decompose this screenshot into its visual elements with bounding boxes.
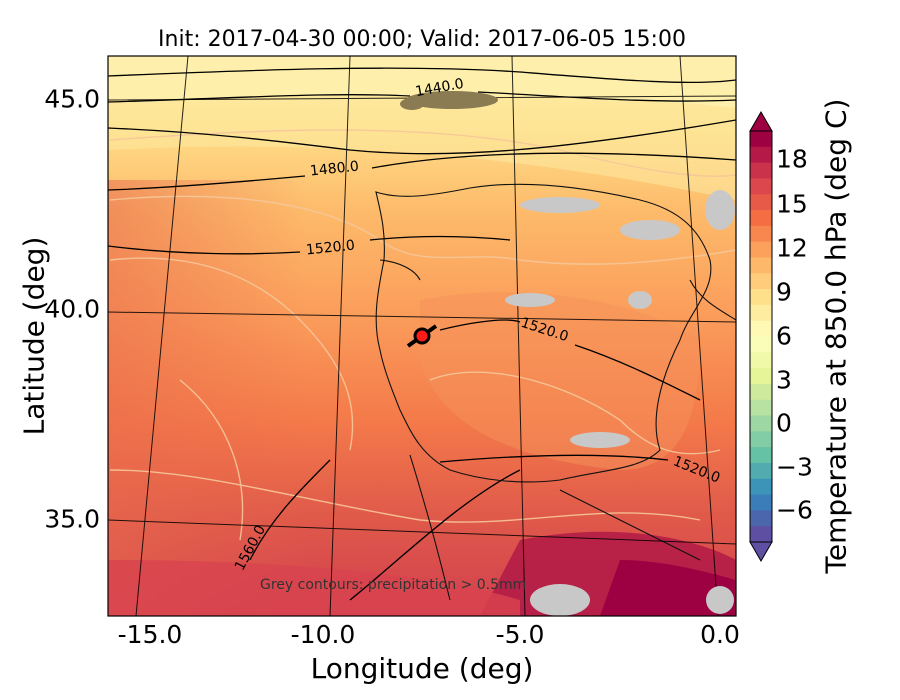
colorbar-cell — [750, 478, 772, 496]
colorbar-cell — [750, 273, 772, 290]
colorbar-cell — [750, 304, 772, 322]
colorbar-max-extension — [749, 111, 773, 132]
geopotential-contours — [108, 67, 736, 601]
map-frame — [107, 55, 737, 617]
colorbar-cell — [750, 194, 772, 211]
colorbar-cell — [750, 241, 772, 258]
map-title: Init: 2017-04-30 00:00; Valid: 2017-06-0… — [158, 27, 686, 52]
temperature-contours — [109, 129, 736, 541]
y-tick-label: 40.0 — [44, 294, 100, 324]
colorbar-cell — [750, 225, 772, 243]
colorbar-tick-label: 12 — [776, 233, 808, 263]
colorbar-tick-label: 15 — [776, 189, 808, 219]
colorbar-cell — [750, 336, 772, 353]
colorbar-cell — [750, 383, 772, 401]
x-tick-label: -15.0 — [117, 620, 183, 649]
colorbar-label: Temperature at 850.0 hPa (deg C) — [819, 98, 853, 574]
x-tick-label: 0.0 — [700, 620, 740, 649]
colorbar-tick-label: 0 — [776, 408, 792, 438]
coastline — [375, 183, 736, 601]
colorbar-cell — [750, 368, 772, 385]
x-tick-label: -5.0 — [495, 620, 545, 649]
colorbar-cell — [750, 352, 772, 369]
colorbar-cell — [750, 415, 772, 432]
x-tick-label: -10.0 — [290, 620, 356, 649]
colorbar-cell — [750, 210, 772, 227]
colorbar-cell — [750, 447, 772, 464]
colorbar-cell — [750, 494, 772, 511]
colorbar-tick-label: 18 — [776, 144, 808, 174]
colorbar-tick-label: −6 — [776, 495, 813, 525]
colorbar — [749, 111, 773, 562]
colorbar-tick-label: 9 — [776, 277, 792, 307]
colorbar-cell — [750, 131, 772, 148]
graticule — [108, 56, 736, 616]
precipitation-areas — [400, 91, 735, 616]
colorbar-min-extension — [749, 541, 773, 562]
y-tick-label: 45.0 — [44, 84, 100, 114]
site-marker — [413, 327, 431, 345]
colorbar-cell — [750, 289, 772, 306]
colorbar-cell — [750, 162, 772, 179]
colorbar-cell — [750, 178, 772, 195]
y-tick-label: 35.0 — [44, 504, 100, 534]
colorbar-cell — [750, 257, 772, 274]
colorbar-cell — [750, 320, 772, 337]
colorbar-cell — [750, 526, 772, 543]
x-axis-label: Longitude (deg) — [310, 652, 534, 685]
colorbar-cells — [750, 131, 772, 543]
colorbar-cell — [750, 510, 772, 527]
colorbar-cell — [750, 462, 772, 480]
colorbar-tick-label: −3 — [776, 452, 813, 482]
colorbar-cell — [750, 146, 772, 164]
colorbar-cell — [750, 431, 772, 448]
colorbar-tick-label: 3 — [776, 365, 792, 395]
colorbar-tick-label: 6 — [776, 321, 792, 351]
colorbar-cell — [750, 399, 772, 417]
precip-annotation: Grey contours: precipitation > 0.5mm — [260, 577, 527, 593]
